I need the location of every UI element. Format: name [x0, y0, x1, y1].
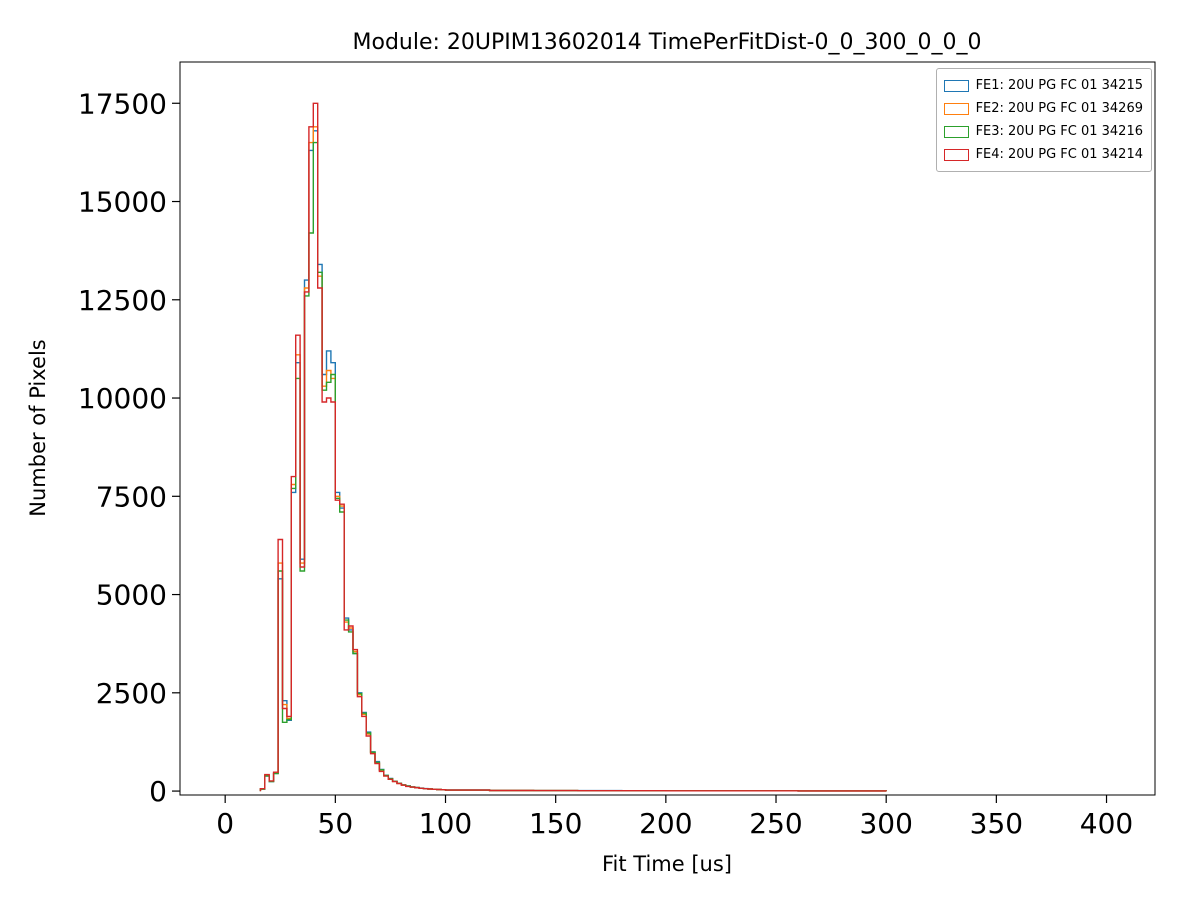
legend-item: FE1: 20U PG FC 01 34215 [943, 74, 1143, 97]
legend-label: FE1: 20U PG FC 01 34215 [975, 78, 1143, 93]
x-tick-label: 350 [970, 807, 1023, 840]
series-fe1 [259, 130, 887, 792]
y-tick-label: 17500 [78, 87, 167, 120]
series-fe4 [259, 102, 887, 792]
y-tick-label: 10000 [78, 382, 167, 415]
legend-swatch [943, 125, 969, 138]
legend-item: FE2: 20U PG FC 01 34269 [943, 97, 1143, 120]
legend-label: FE2: 20U PG FC 01 34269 [975, 101, 1143, 116]
x-tick-label: 50 [318, 807, 354, 840]
legend-swatch [943, 102, 969, 115]
x-axis-label: Fit Time [us] [602, 852, 732, 876]
legend-swatch [943, 148, 969, 161]
axes-frame [179, 61, 1156, 796]
chart-title: Module: 20UPIM13602014 TimePerFitDist-0_… [352, 30, 982, 55]
x-tick-label: 250 [749, 807, 802, 840]
y-tick-label: 5000 [96, 579, 167, 612]
y-tick-label: 15000 [78, 186, 167, 219]
x-tick-label: 0 [216, 807, 234, 840]
series-fe2 [259, 126, 887, 792]
y-tick-label: 7500 [96, 480, 167, 513]
series-fe3 [259, 141, 887, 792]
x-tick-label: 100 [419, 807, 472, 840]
x-tick-label: 200 [639, 807, 692, 840]
x-tick-label: 400 [1080, 807, 1133, 840]
x-tick-label: 150 [529, 807, 582, 840]
legend-label: FE4: 20U PG FC 01 34214 [975, 147, 1143, 162]
x-tick-label: 300 [859, 807, 912, 840]
y-tick-label: 2500 [96, 677, 167, 710]
legend-item: FE3: 20U PG FC 01 34216 [943, 120, 1143, 143]
legend-item: FE4: 20U PG FC 01 34214 [943, 143, 1143, 166]
legend-swatch [943, 79, 969, 92]
y-tick-label: 0 [149, 775, 167, 808]
y-tick-label: 12500 [78, 284, 167, 317]
legend: FE1: 20U PG FC 01 34215 FE2: 20U PG FC 01… [935, 68, 1152, 172]
legend-label: FE3: 20U PG FC 01 34216 [975, 124, 1143, 139]
